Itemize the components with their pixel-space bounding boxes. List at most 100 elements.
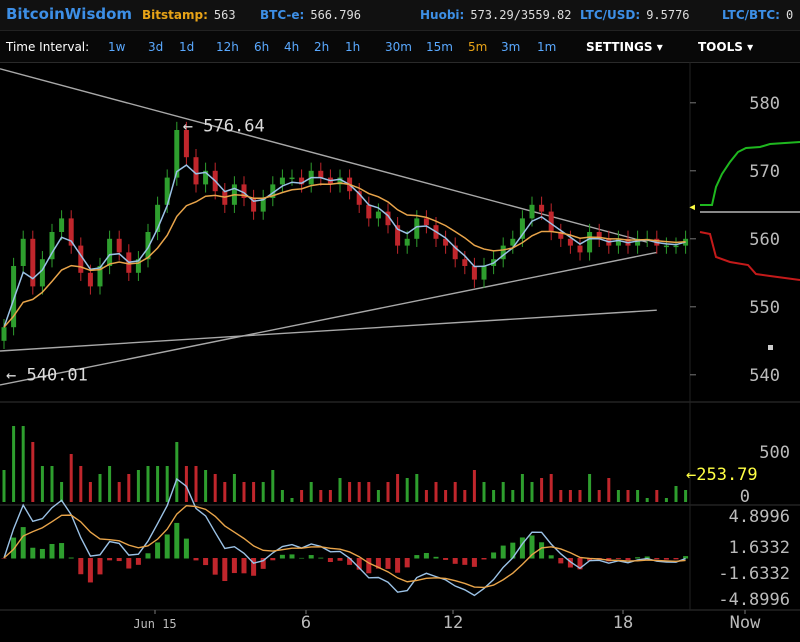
ticker-bar: BitcoinWisdom Bitstamp: 563 BTC-e: 566.796… bbox=[0, 0, 800, 31]
candle-body bbox=[443, 238, 449, 246]
macd-histogram-bar bbox=[11, 537, 17, 559]
macd-histogram-bar bbox=[635, 557, 641, 559]
candle-body bbox=[203, 170, 209, 185]
candle-body bbox=[116, 238, 122, 253]
macd-histogram-bar bbox=[481, 558, 487, 560]
interval-15m[interactable]: 15m bbox=[426, 40, 453, 54]
candle-body bbox=[107, 238, 113, 266]
candle-body bbox=[279, 177, 285, 185]
candle-body bbox=[1, 327, 7, 341]
interval-2h[interactable]: 2h bbox=[314, 40, 330, 54]
volume-bar bbox=[165, 466, 169, 502]
macd-histogram-bar bbox=[615, 558, 621, 559]
candle-body bbox=[539, 204, 545, 212]
interval-4h[interactable]: 4h bbox=[284, 40, 300, 54]
interval-1d[interactable]: 1d bbox=[179, 40, 195, 54]
candle-body bbox=[510, 238, 516, 246]
ticker-ltcusd[interactable]: LTC/USD: 9.5776 bbox=[580, 8, 690, 22]
candle-body bbox=[385, 211, 391, 226]
volume-bar bbox=[136, 470, 140, 502]
macd-histogram-bar bbox=[97, 558, 103, 575]
volume-bar bbox=[117, 482, 121, 502]
volume-bar bbox=[328, 490, 332, 502]
interval-1w[interactable]: 1w bbox=[108, 40, 126, 54]
candle-body bbox=[366, 204, 372, 219]
macd-histogram-bar bbox=[59, 543, 65, 559]
volume-bar bbox=[664, 498, 668, 502]
interval-1h[interactable]: 1h bbox=[345, 40, 361, 54]
price-chart[interactable]: 540 550 560 570 580 ← 576.64 ← 540.01 ◂ 500 0←253… bbox=[0, 62, 800, 642]
tools-menu[interactable]: TOOLS ▾ bbox=[698, 40, 753, 54]
ticker-huobi[interactable]: Huobi: 573.29/3559.82 bbox=[420, 8, 572, 22]
interval-6h[interactable]: 6h bbox=[254, 40, 270, 54]
ticker-label: BTC-e: bbox=[260, 8, 305, 22]
macd-histogram-bar bbox=[39, 548, 45, 559]
candle-body bbox=[145, 232, 151, 260]
candle-body bbox=[183, 130, 189, 158]
candle-body bbox=[337, 177, 343, 185]
volume-bar bbox=[127, 474, 131, 502]
volume-axis-label: 500 bbox=[759, 443, 790, 463]
candle-body bbox=[193, 157, 199, 185]
candle-body bbox=[356, 191, 362, 205]
candle-body bbox=[529, 204, 535, 219]
ema-line bbox=[3, 164, 686, 328]
macd-histogram-bar bbox=[395, 558, 401, 573]
macd-histogram-bar bbox=[471, 558, 477, 567]
volume-bar bbox=[290, 498, 294, 502]
volume-bar bbox=[492, 490, 496, 502]
time-axis-label: Jun 15 bbox=[133, 617, 176, 631]
candle-body bbox=[135, 259, 141, 273]
volume-bar bbox=[204, 470, 208, 502]
macd-histogram-bar bbox=[279, 554, 285, 559]
ticker-value: 566.796 bbox=[310, 8, 361, 22]
volume-bar bbox=[463, 490, 467, 502]
volume-bar bbox=[376, 490, 380, 502]
volume-bar bbox=[645, 498, 649, 502]
macd-histogram-bar bbox=[116, 558, 122, 562]
low-annotation: ← 540.01 bbox=[6, 366, 88, 386]
volume-bar bbox=[607, 478, 611, 502]
candle-body bbox=[174, 130, 180, 178]
ticker-ltcbtc[interactable]: LTC/BTC: 0 bbox=[722, 8, 793, 22]
macd-histogram-bar bbox=[558, 558, 564, 564]
interval-3m[interactable]: 3m bbox=[501, 40, 521, 54]
volume-bar bbox=[396, 474, 400, 502]
interval-5m[interactable]: 5m bbox=[468, 40, 488, 54]
volume-axis-label: 0 bbox=[740, 487, 750, 507]
ticker-btce[interactable]: BTC-e: 566.796 bbox=[260, 8, 361, 22]
candle-body bbox=[500, 245, 506, 260]
macd-histogram-bar bbox=[174, 522, 180, 559]
time-axis-label: 6 bbox=[301, 613, 311, 633]
ask-depth-line bbox=[699, 231, 800, 281]
macd-histogram-bar bbox=[625, 558, 631, 561]
brand-logo[interactable]: BitcoinWisdom bbox=[6, 5, 133, 23]
volume-bar bbox=[242, 482, 246, 502]
macd-histogram-bar bbox=[107, 558, 113, 561]
trendline bbox=[0, 68, 648, 243]
ticker-bitstamp[interactable]: Bitstamp: 563 bbox=[142, 8, 236, 22]
settings-menu[interactable]: SETTINGS ▾ bbox=[586, 40, 663, 54]
macd-histogram-bar bbox=[683, 556, 689, 559]
macd-histogram-bar bbox=[327, 558, 333, 563]
macd-histogram-bar bbox=[251, 558, 257, 576]
candle-body bbox=[289, 177, 295, 180]
candle-body bbox=[548, 211, 554, 232]
interval-30m[interactable]: 30m bbox=[385, 40, 412, 54]
macd-histogram-bar bbox=[318, 557, 324, 559]
macd-histogram-bar bbox=[375, 558, 381, 569]
macd-histogram-bar bbox=[567, 558, 573, 568]
volume-bar bbox=[223, 482, 227, 502]
trendline bbox=[0, 309, 657, 352]
candle-body bbox=[20, 238, 26, 266]
ticker-value: 0 bbox=[785, 8, 794, 22]
macd-histogram-bar bbox=[231, 558, 237, 574]
interval-3d[interactable]: 3d bbox=[148, 40, 164, 54]
macd-histogram-bar bbox=[135, 558, 141, 565]
interval-1m[interactable]: 1m bbox=[537, 40, 557, 54]
volume-bar bbox=[367, 482, 371, 502]
macd-histogram-bar bbox=[145, 553, 151, 559]
volume-bar bbox=[636, 490, 640, 502]
interval-12h[interactable]: 12h bbox=[216, 40, 239, 54]
volume-bar bbox=[559, 490, 563, 502]
